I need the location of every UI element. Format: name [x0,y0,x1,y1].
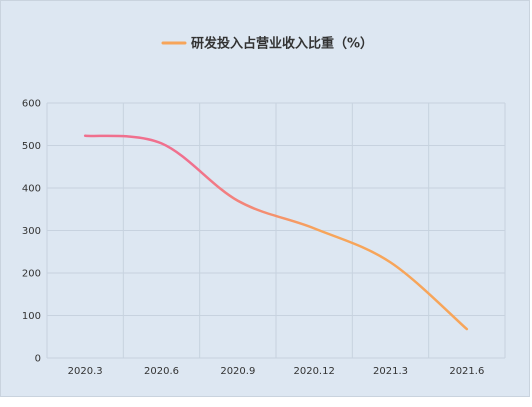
chart-area [0,0,530,397]
x-tick-label: 2020.12 [293,366,334,377]
x-tick-label: 2020.9 [220,366,255,377]
legend: 研发投入占营业收入比重（%） [161,36,373,52]
x-axis-tick-labels: 2020.3 2020.6 2020.9 2020.12 2021.3 2021.6 [68,366,485,377]
y-tick-label: 100 [22,311,41,322]
y-tick-label: 0 [35,354,41,365]
legend-label: 研发投入占营业收入比重（%） [191,36,373,52]
x-tick-label: 2021.3 [373,366,408,377]
y-tick-label: 200 [22,269,41,280]
y-tick-label: 500 [22,141,41,152]
y-axis-tick-labels: 0 100 200 300 400 500 600 [22,99,41,365]
x-tick-label: 2021.6 [449,366,484,377]
y-tick-label: 600 [22,99,41,110]
grid-lines [46,102,506,359]
series-lines [83,134,469,331]
x-tick-label: 2020.6 [144,366,179,377]
y-tick-label: 400 [22,184,41,195]
y-tick-label: 300 [22,226,41,237]
x-tick-label: 2020.3 [68,366,103,377]
series-line [83,134,469,331]
